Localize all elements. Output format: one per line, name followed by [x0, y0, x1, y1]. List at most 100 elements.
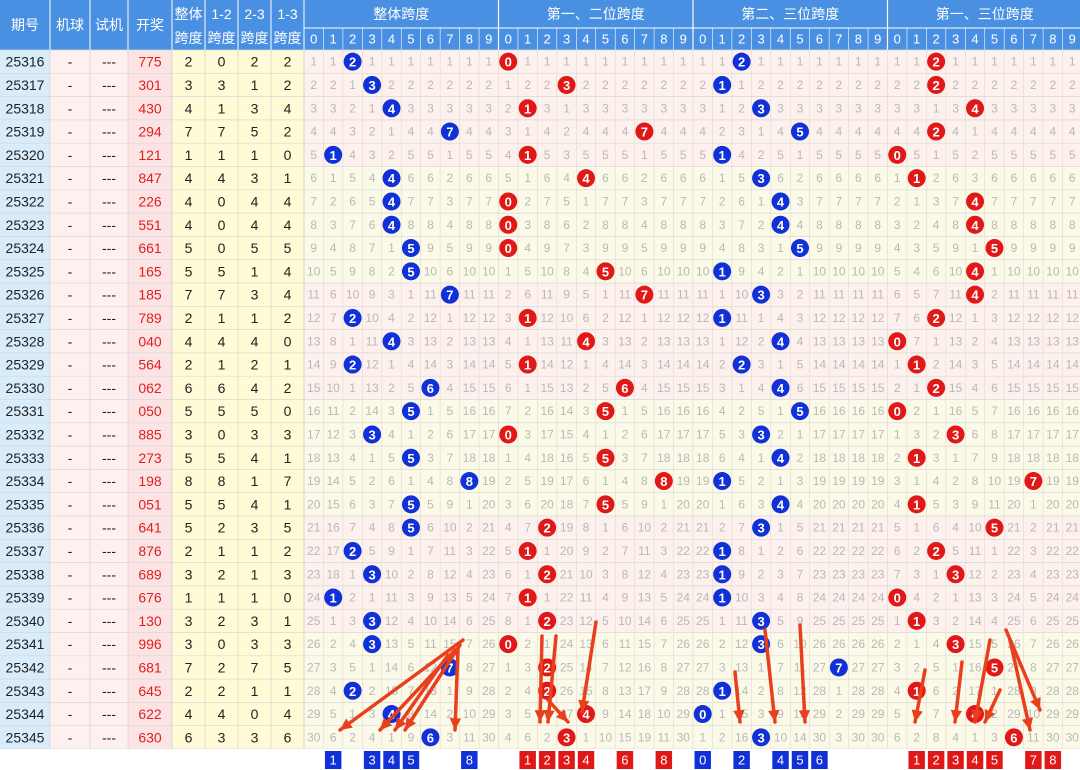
prediction-box	[908, 751, 925, 769]
digit-header: 3	[952, 32, 959, 47]
omission-count: 3	[1011, 101, 1018, 115]
omission-count: 7	[777, 660, 784, 674]
span-23: 3	[251, 613, 259, 629]
omission-count: 8	[680, 218, 687, 232]
omission-count: 7	[485, 194, 492, 208]
arrow-head	[340, 718, 353, 730]
omission-count: 12	[657, 311, 671, 325]
omission-count: 8	[738, 544, 745, 558]
omission-count: 1	[427, 55, 434, 69]
omission-count: 18	[1066, 451, 1080, 465]
omission-count: 10	[677, 264, 691, 278]
prediction-digit: 4	[388, 753, 395, 768]
span-12-ball	[557, 728, 576, 747]
omission-count: 2	[583, 78, 590, 92]
omission-count: 8	[563, 264, 570, 278]
span-12-ball	[615, 378, 634, 397]
ball-digit: 1	[913, 614, 920, 629]
omission-count: 18	[852, 451, 866, 465]
omission-count: 1	[699, 730, 706, 744]
omission-count: 6	[408, 660, 415, 674]
omission-count: 6	[349, 497, 356, 511]
ball-digit: 4	[971, 288, 979, 303]
omission-count: 5	[369, 194, 376, 208]
omission-count: 3	[933, 451, 940, 465]
issue-number: 25319	[6, 124, 45, 140]
omission-count: 14	[618, 707, 632, 721]
omission-count: 8	[427, 218, 434, 232]
span-12: 4	[218, 170, 226, 186]
digit-header: 2	[544, 32, 551, 47]
omission-count: 16	[482, 404, 496, 418]
omission-count: 11	[619, 288, 632, 302]
row-bg	[887, 679, 1080, 703]
omission-count: 13	[618, 334, 632, 348]
span-23-ball	[771, 495, 790, 514]
omission-count: 21	[832, 521, 846, 535]
span-12: 6	[218, 380, 226, 396]
omission-count: 15	[307, 381, 321, 395]
omission-count: 1	[583, 55, 590, 69]
prediction-digit: 1	[330, 753, 337, 768]
omission-count: 3	[505, 311, 512, 325]
span-23: 5	[251, 403, 259, 419]
span-13: 2	[284, 77, 292, 93]
omission-count: 2	[874, 78, 881, 92]
omission-count: 3	[485, 101, 492, 115]
overall-span: 5	[185, 520, 193, 536]
omission-count: 5	[913, 288, 920, 302]
omission-count: 24	[871, 591, 885, 605]
omission-count: 15	[463, 381, 477, 395]
test-number: ---	[102, 287, 116, 303]
omission-count: 3	[758, 591, 765, 605]
ball-digit: 4	[777, 218, 785, 233]
omission-count: 2	[544, 730, 551, 744]
overall-span-ball	[401, 402, 420, 421]
omission-count: 26	[813, 637, 827, 651]
omission-count: 11	[852, 288, 865, 302]
omission-count: 3	[349, 125, 356, 139]
omission-count: 1	[349, 334, 356, 348]
ball-digit: 0	[505, 241, 512, 256]
omission-count: 3	[991, 730, 998, 744]
omission-count: 3	[602, 334, 609, 348]
span-13: 4	[284, 193, 292, 209]
span-12-ball	[596, 262, 615, 281]
prediction-digit: 7	[1030, 753, 1037, 768]
span-13: 0	[284, 147, 292, 163]
omission-count: 17	[832, 427, 846, 441]
omission-count: 6	[660, 171, 667, 185]
ball-digit: 5	[602, 451, 609, 466]
ball-digit: 3	[952, 427, 959, 442]
omission-count: 26	[1046, 637, 1060, 651]
issue-number: 25345	[6, 729, 45, 745]
omission-count: 1	[330, 55, 337, 69]
omission-count: 2	[933, 171, 940, 185]
digit-header: 1	[330, 32, 337, 47]
issue-number: 25336	[6, 520, 45, 536]
omission-count: 4	[991, 614, 998, 628]
omission-count: 1	[544, 637, 551, 651]
omission-count: 12	[540, 311, 554, 325]
omission-count: 9	[952, 241, 959, 255]
omission-count: 5	[563, 194, 570, 208]
omission-count: 18	[540, 451, 554, 465]
omission-count: 1	[719, 334, 726, 348]
omission-count: 7	[1030, 194, 1037, 208]
omission-count: 14	[638, 614, 652, 628]
omission-count: 2	[816, 78, 823, 92]
omission-count: 2	[972, 78, 979, 92]
omission-count: 19	[1007, 474, 1021, 488]
omission-count: 2	[447, 171, 454, 185]
draw-number: 876	[138, 543, 162, 559]
omission-count: 3	[641, 101, 648, 115]
omission-count: 3	[894, 101, 901, 115]
omission-count: 5	[797, 521, 804, 535]
omission-count: 5	[874, 148, 881, 162]
omission-count: 7	[310, 194, 317, 208]
omission-count: 1	[991, 264, 998, 278]
omission-count: 7	[913, 334, 920, 348]
overall-span-ball	[421, 378, 440, 397]
test-number: ---	[102, 263, 116, 279]
omission-count: 1	[913, 474, 920, 488]
